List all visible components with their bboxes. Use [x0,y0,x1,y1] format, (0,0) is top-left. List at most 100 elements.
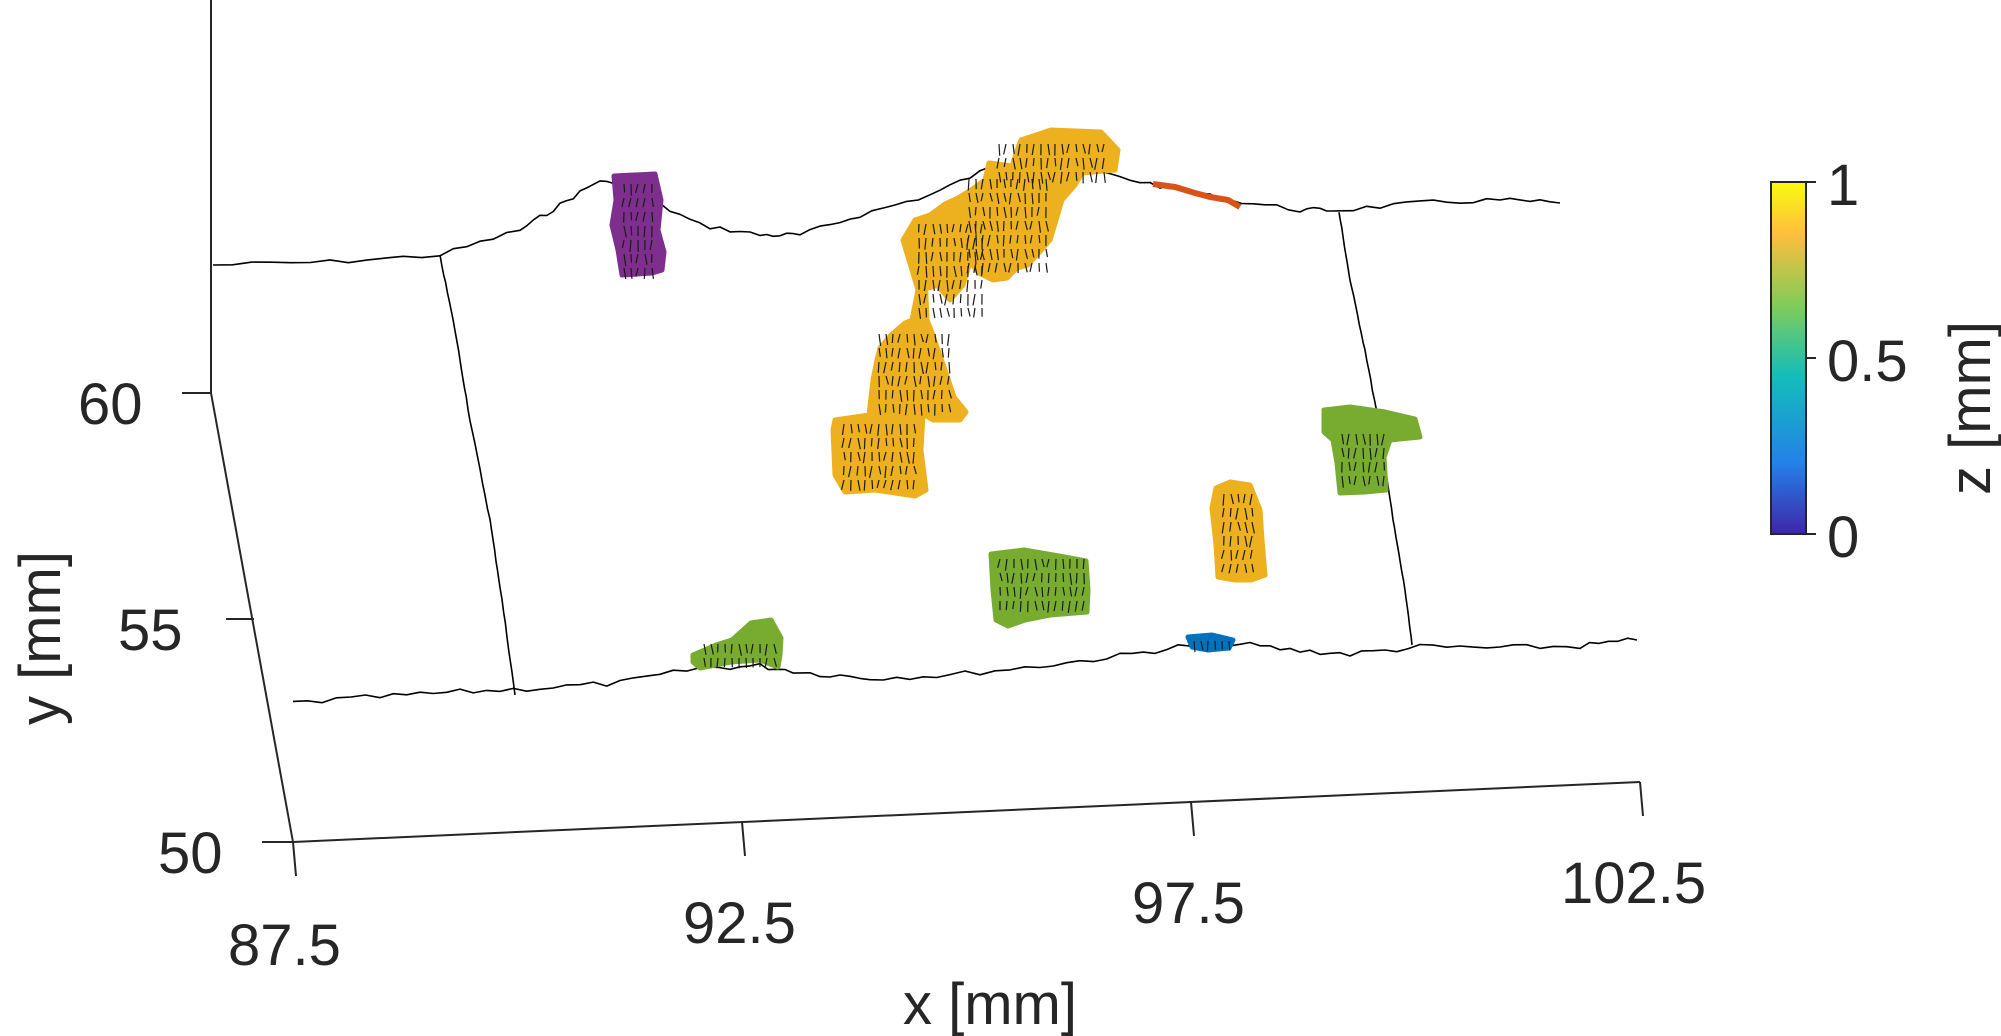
mesh-line [890,465,894,477]
mesh-line [940,361,943,371]
mesh-line [1089,157,1094,168]
mesh-line [1066,157,1070,169]
mesh-line [1229,521,1232,532]
mesh-line [629,239,632,252]
mesh-line [1061,143,1064,155]
mesh-line [1045,262,1048,273]
mesh-line [906,451,910,464]
mesh-line [773,643,777,654]
mesh-line [947,333,950,346]
mesh-line [1003,143,1007,155]
mesh-line [1235,549,1239,559]
mesh-line [1244,535,1248,547]
mesh-line [1031,248,1035,258]
mesh-line [951,279,955,290]
mesh-line [1101,157,1105,170]
mesh-line [635,197,639,208]
mesh-line [925,333,929,343]
mesh-line [932,293,935,303]
mesh-line [1016,234,1019,244]
mesh-line [904,375,908,385]
mesh-line [1362,433,1367,445]
mesh-line [863,437,866,450]
mesh-line [1348,461,1351,471]
mesh-line [1081,600,1085,611]
region-fill [690,617,784,671]
mesh-line [1229,535,1232,547]
mesh-line [891,333,894,344]
mesh-line [857,423,860,433]
region-fill [1209,479,1268,583]
mesh-line [864,423,868,434]
mesh-line [996,192,1000,204]
mesh-line [1082,157,1085,170]
mesh-line [946,279,949,292]
mesh-line [1353,475,1357,486]
mesh-line [1341,475,1344,488]
mesh-line [870,437,873,447]
mesh-line [953,265,957,278]
x-tick-label: 87.5 [228,913,341,978]
mesh-line [912,437,915,448]
mesh-line [989,248,993,261]
mesh-line [932,347,936,360]
mesh-line [848,437,852,449]
mesh-line [877,423,880,436]
mesh-line [890,361,894,371]
mesh-line [1244,521,1249,534]
mesh-line [885,333,889,346]
mesh-line [1244,563,1248,573]
mesh-line [899,451,903,463]
mesh-line [1075,157,1079,167]
mesh-line [1374,447,1378,458]
mesh-line [939,223,943,234]
mesh-line [989,192,993,202]
region-orange-large [830,127,1121,499]
mesh-line [981,234,984,244]
mesh-line [764,643,768,656]
mesh-line [623,225,627,238]
mesh-line [912,479,915,490]
mesh-line [906,347,910,359]
mesh-line [1251,521,1255,534]
mesh-line [937,279,941,292]
mesh-line [920,361,924,375]
mesh-line [980,192,984,202]
mesh-line [630,211,633,221]
mesh-line [1006,586,1009,597]
mesh-line [999,572,1003,582]
mesh-line [1067,600,1071,614]
mesh-line [968,192,971,203]
mesh-line [857,437,861,450]
mesh-line [927,403,930,413]
mesh-line [932,223,936,235]
mesh-line [883,361,887,374]
mesh-line [649,239,653,251]
mesh-line [703,657,707,667]
mesh-line [630,225,633,236]
mesh-line [897,347,901,359]
mesh-line [980,279,983,289]
mesh-line [968,206,972,219]
mesh-line [1355,433,1359,446]
mesh-line [885,423,888,436]
mesh-line [745,643,748,654]
region-purple [609,171,667,278]
mesh-line [906,389,909,401]
mesh-line [916,265,920,275]
colorbar-tick-label: 1 [1827,153,1859,218]
mesh-line [1047,143,1051,156]
mesh-line [927,347,931,357]
mesh-line [621,197,625,208]
mesh-line [924,237,927,250]
mesh-line [948,389,952,399]
x-ticks [292,781,1644,877]
mesh-line [1046,558,1050,568]
mesh-line [891,389,894,399]
mesh-line [1026,171,1030,183]
mesh-line [899,437,903,448]
mesh-line [920,389,924,400]
mesh-line [1003,157,1007,168]
mesh-line [1235,563,1239,573]
mesh-line [923,223,927,236]
